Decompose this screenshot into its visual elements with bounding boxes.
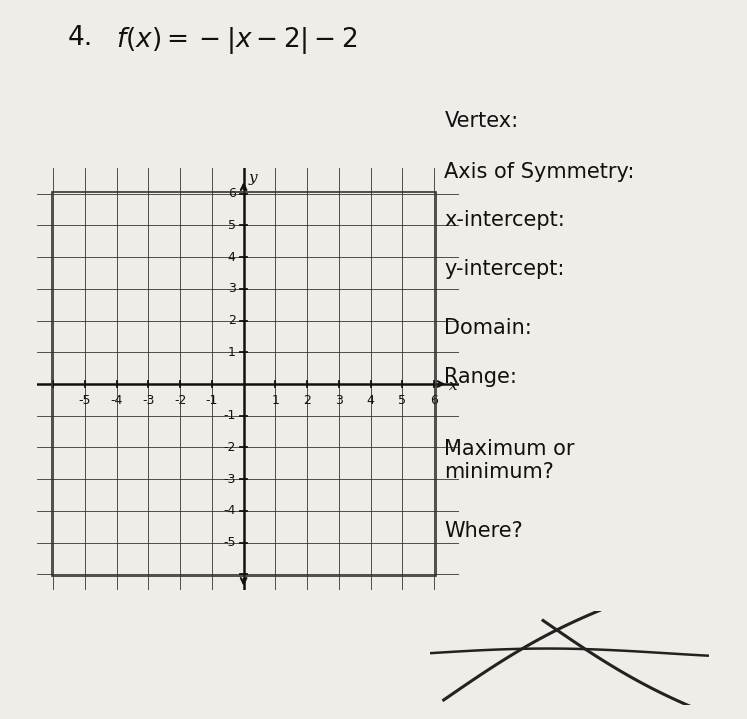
Text: -1: -1 xyxy=(205,393,218,406)
Text: Where?: Where? xyxy=(444,521,523,541)
Text: 1: 1 xyxy=(228,346,236,359)
Text: Maximum or
minimum?: Maximum or minimum? xyxy=(444,439,575,482)
Text: 3: 3 xyxy=(335,393,343,406)
Text: -3: -3 xyxy=(142,393,155,406)
Text: y-intercept:: y-intercept: xyxy=(444,259,565,279)
Text: x: x xyxy=(449,379,457,393)
Text: 5: 5 xyxy=(398,393,406,406)
Text: y: y xyxy=(249,171,258,185)
Text: -5: -5 xyxy=(223,536,236,549)
Text: 3: 3 xyxy=(228,283,236,296)
Text: 1: 1 xyxy=(271,393,279,406)
Text: x-intercept:: x-intercept: xyxy=(444,210,565,230)
Text: 6: 6 xyxy=(228,187,236,200)
Text: 2: 2 xyxy=(228,314,236,327)
Text: -4: -4 xyxy=(223,505,236,518)
Text: 4.: 4. xyxy=(67,25,93,51)
Text: -3: -3 xyxy=(223,472,236,486)
Text: Vertex:: Vertex: xyxy=(444,111,518,132)
Text: Range:: Range: xyxy=(444,367,518,387)
Text: -1: -1 xyxy=(223,409,236,422)
Text: Domain:: Domain: xyxy=(444,318,532,338)
Text: 4: 4 xyxy=(367,393,374,406)
Text: 5: 5 xyxy=(228,219,236,232)
Text: -4: -4 xyxy=(111,393,123,406)
Text: 6: 6 xyxy=(430,393,438,406)
Text: 2: 2 xyxy=(303,393,311,406)
Text: -2: -2 xyxy=(223,441,236,454)
Text: -5: -5 xyxy=(78,393,91,406)
Text: $f(x) = -|x - 2| - 2$: $f(x) = -|x - 2| - 2$ xyxy=(116,25,357,56)
Text: Axis of Symmetry:: Axis of Symmetry: xyxy=(444,162,635,182)
Text: -2: -2 xyxy=(174,393,186,406)
Text: 4: 4 xyxy=(228,251,236,264)
